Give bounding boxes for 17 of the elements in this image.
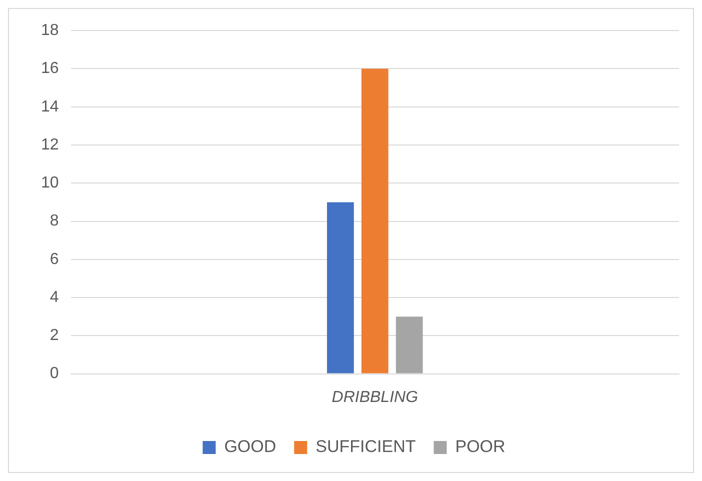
bar bbox=[361, 68, 388, 374]
y-tick-label: 2 bbox=[50, 327, 59, 344]
bar bbox=[326, 202, 354, 374]
bar bbox=[396, 316, 423, 374]
y-tick-label: 10 bbox=[41, 174, 59, 192]
y-tick-label: 8 bbox=[50, 212, 59, 230]
y-tick-label: 12 bbox=[41, 136, 59, 154]
y-tick-label: 18 bbox=[41, 22, 59, 40]
y-tick-label: 14 bbox=[41, 98, 59, 116]
legend-label: POOR bbox=[455, 437, 506, 456]
y-tick-label: 6 bbox=[50, 250, 59, 268]
legend-label: GOOD bbox=[224, 437, 276, 456]
x-tick-label: DRIBBLING bbox=[332, 388, 418, 406]
y-tick-label: 0 bbox=[50, 365, 59, 382]
y-tick-label: 16 bbox=[41, 60, 59, 78]
legend-label: SUFFICIENT bbox=[316, 437, 416, 456]
y-tick-label: 4 bbox=[50, 288, 59, 306]
